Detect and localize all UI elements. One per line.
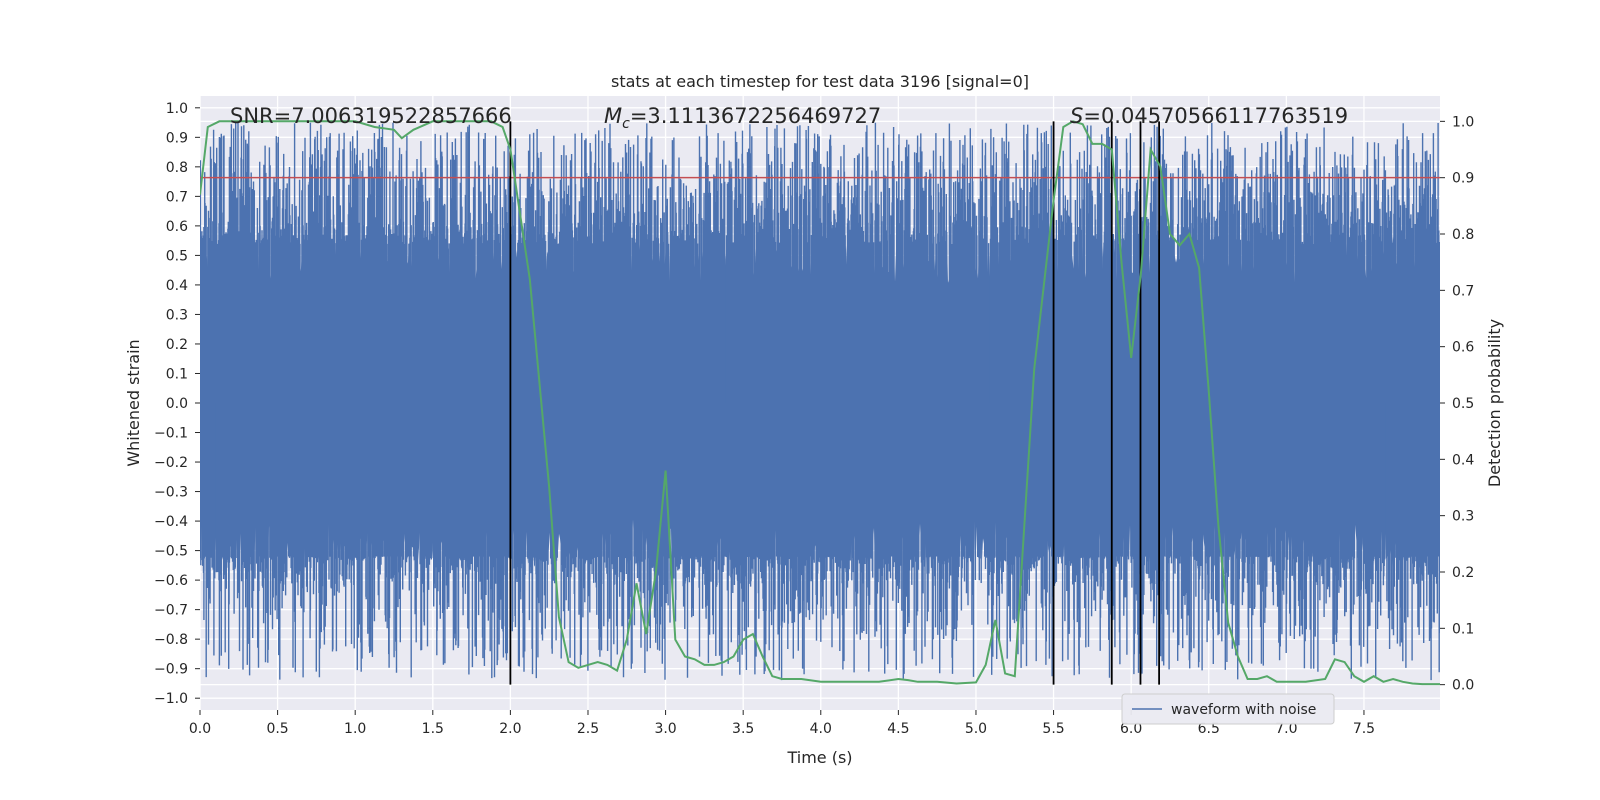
- y-tick-label: −0.8: [154, 632, 188, 648]
- y-tick-label: 0.2: [166, 337, 188, 353]
- y2-axis-label: Detection probability: [1485, 319, 1504, 487]
- y2-tick-label: 0.7: [1452, 283, 1474, 299]
- y2-tick-label: 0.3: [1452, 509, 1474, 525]
- legend: waveform with noise: [1121, 693, 1335, 725]
- y-tick-label: −0.1: [154, 426, 188, 442]
- y-tick-label: 0.3: [166, 307, 188, 323]
- y2-tick-label: 0.4: [1452, 452, 1474, 468]
- y2-axis-ticks: 0.0 0.1 0.2 0.3 0.4 0.5 0.6 0.7 0.8 0.9 1.0: [1440, 114, 1474, 694]
- x-tick-label: 7.0: [1275, 721, 1297, 737]
- legend-label: waveform with noise: [1171, 702, 1316, 718]
- y2-tick-label: 1.0: [1452, 114, 1474, 130]
- trigger-vertical-lines: [509, 121, 1160, 685]
- y-tick-label: 0.1: [166, 366, 188, 382]
- y-tick-label: −0.2: [154, 455, 188, 471]
- y2-tick-label: 0.9: [1452, 171, 1474, 187]
- x-tick-label: 7.5: [1353, 721, 1375, 737]
- y-tick-label: 0.9: [166, 130, 188, 146]
- x-tick-label: 2.5: [577, 721, 599, 737]
- y-tick-label: 0.6: [166, 219, 188, 235]
- y-tick-label: −0.5: [154, 544, 188, 560]
- plot-content: [200, 120, 1440, 686]
- x-axis-ticks: 0.0 0.5 1.0 1.5 2.0 2.5 3.0 3.5 4.0 4.5 5.0 5.5 6.0 6…: [189, 710, 1375, 737]
- y2-tick-label: 0.5: [1452, 396, 1474, 412]
- series-detection-probability: [200, 120, 1440, 686]
- x-axis-label: Time (s): [786, 748, 852, 767]
- x-tick-label: 5.0: [965, 721, 987, 737]
- y-tick-label: 0.4: [166, 278, 188, 294]
- x-tick-label: 3.0: [654, 721, 676, 737]
- x-tick-label: 6.5: [1198, 721, 1220, 737]
- snr-annotation: SNR=7.006319522857666: [230, 104, 512, 128]
- x-tick-label: 0.0: [189, 721, 211, 737]
- x-tick-label: 3.5: [732, 721, 754, 737]
- y-tick-label: 1.0: [166, 101, 188, 117]
- y-axis-label: Whitened strain: [124, 339, 143, 466]
- x-tick-label: 4.0: [810, 721, 832, 737]
- x-tick-label: 1.0: [344, 721, 366, 737]
- y-tick-label: −0.7: [154, 603, 188, 619]
- chart-title: stats at each timestep for test data 319…: [611, 72, 1029, 91]
- series-waveform-with-noise: [200, 122, 1440, 681]
- y-tick-label: −0.6: [154, 573, 188, 589]
- x-tick-label: 2.0: [499, 721, 521, 737]
- y2-tick-label: 0.6: [1452, 340, 1474, 356]
- y-tick-label: 0.7: [166, 189, 188, 205]
- y2-tick-label: 0.1: [1452, 621, 1474, 637]
- y2-tick-label: 0.0: [1452, 678, 1474, 694]
- x-tick-label: 6.0: [1120, 721, 1142, 737]
- y-tick-label: −0.9: [154, 662, 188, 678]
- y-tick-label: −0.3: [154, 485, 188, 501]
- y-tick-label: −0.4: [154, 514, 188, 530]
- y-tick-label: 0.8: [166, 160, 188, 176]
- x-tick-label: 1.5: [422, 721, 444, 737]
- s-annotation: S=0.04570566117763519: [1070, 104, 1348, 128]
- y-tick-label: 0.0: [166, 396, 188, 412]
- x-tick-label: 4.5: [887, 721, 909, 737]
- chirp-mass-annotation: Mc=3.1113672256469727: [604, 104, 881, 132]
- y2-tick-label: 0.2: [1452, 565, 1474, 581]
- y-axis-ticks: −1.0 −0.9 −0.8 −0.7 −0.6 −0.5 −0.4 −0.3 −0.2 −0.1…: [154, 101, 200, 707]
- x-tick-label: 5.5: [1042, 721, 1064, 737]
- y-tick-label: −1.0: [154, 691, 188, 707]
- x-tick-label: 0.5: [266, 721, 288, 737]
- legend-box: [1121, 693, 1335, 725]
- y-tick-label: 0.5: [166, 248, 188, 264]
- y2-tick-label: 0.8: [1452, 227, 1474, 243]
